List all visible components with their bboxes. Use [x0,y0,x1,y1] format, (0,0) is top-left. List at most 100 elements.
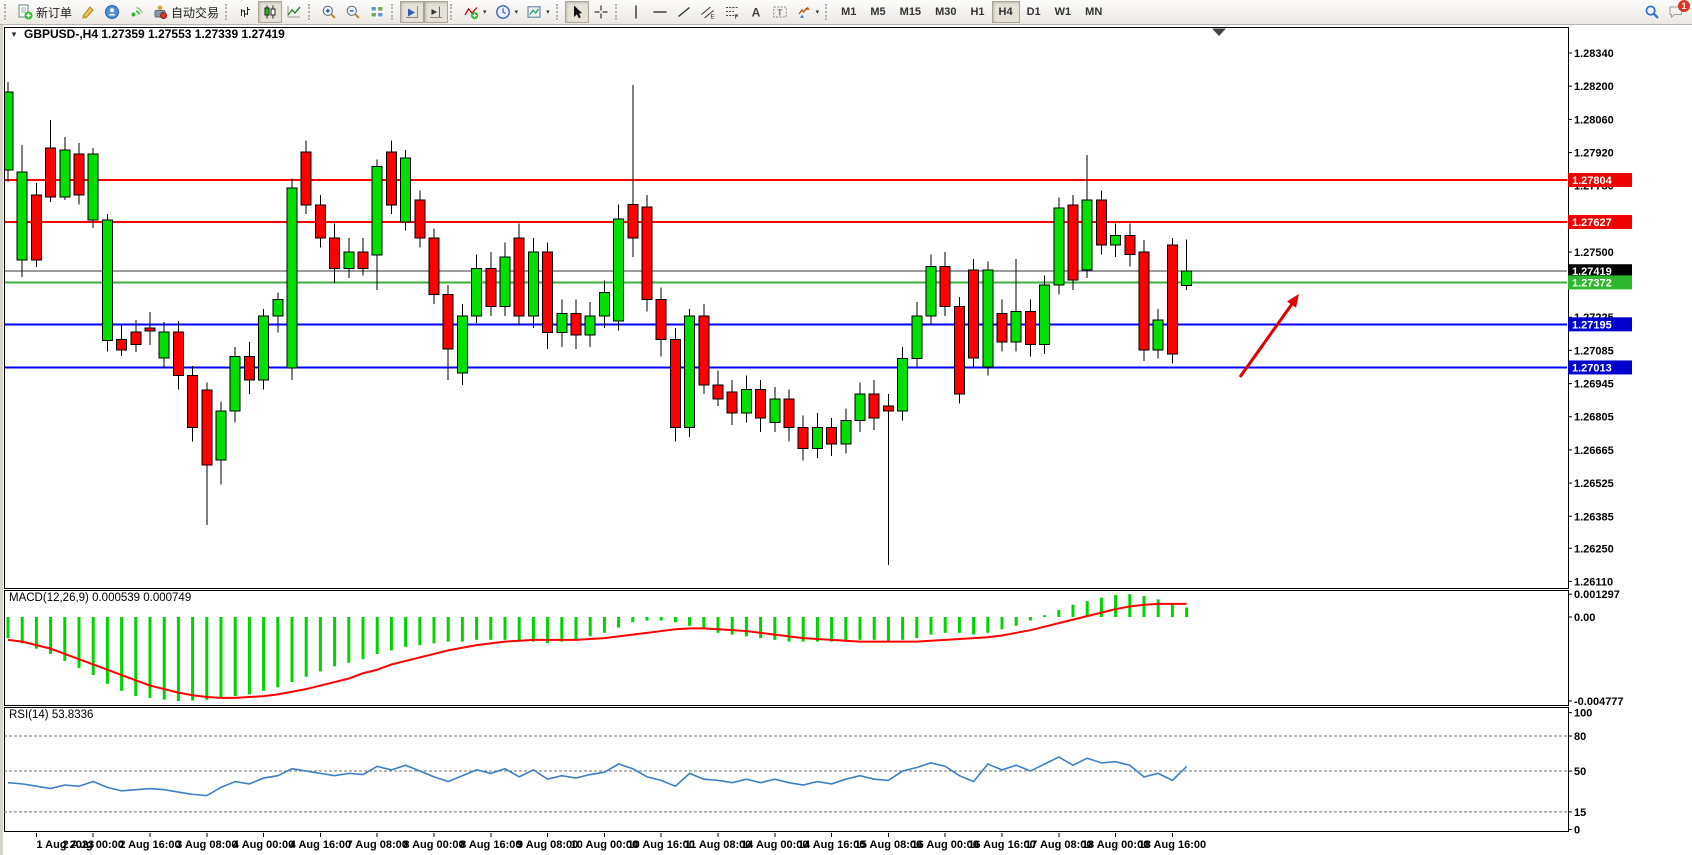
svg-text:1.27195: 1.27195 [1572,319,1612,331]
equidistant-channel-button[interactable]: E [696,1,720,23]
arrows-button[interactable]: ▾ [792,1,824,23]
indicators-button[interactable]: ▾ [459,1,491,23]
bull-candle [1053,207,1065,286]
toolbar-group-handle[interactable] [555,4,562,20]
toolbar-group-handle[interactable] [825,4,831,20]
vline-icon [628,4,644,20]
bull-candle [613,218,625,322]
toolbar-group-handle[interactable] [450,4,456,20]
cursor-icon [569,4,585,20]
time-tick-label: 1 Aug 2023 [36,839,94,851]
bear-candle [144,327,156,332]
chart-shift-button[interactable] [424,1,449,23]
time-tick-label: 11 Aug 08:00 [685,839,752,851]
candle-chart-button[interactable] [258,1,283,23]
bull-candle [527,251,539,317]
toolbar-group-handle[interactable] [391,4,397,20]
price-tick-label: 1.27085 [1574,345,1614,357]
metaeditor-button[interactable] [76,1,100,23]
timeframe-w1-button[interactable]: W1 [1048,1,1079,23]
bear-candle [1166,244,1178,355]
price-axis[interactable]: 1.283401.282001.280601.279201.277801.275… [1568,48,1632,588]
price-line-label: 1.27804 [1568,173,1632,188]
crosshair-button[interactable] [589,1,613,23]
bull-candle [769,398,781,424]
bear-candle [30,194,42,261]
horizontal-line-button[interactable] [648,1,672,23]
zoom-in-button[interactable] [317,1,341,23]
bear-candle [542,251,554,334]
text-label-button[interactable]: T [768,1,792,23]
new-order-label: 新订单 [36,5,73,20]
bear-candle [641,206,653,300]
bear-candle [882,405,894,412]
macd-scale-label: -0.004777 [1574,696,1624,708]
svg-text:1.27013: 1.27013 [1572,362,1612,374]
price-tick-label: 1.26385 [1574,511,1614,523]
zoom-out-button[interactable] [341,1,365,23]
timeframe-h1-button[interactable]: H1 [963,1,991,23]
timeframe-m5-button[interactable]: M5 [863,1,892,23]
timeframe-m30-button[interactable]: M30 [928,1,963,23]
signals-button[interactable] [124,1,148,23]
tiles-icon [369,4,385,20]
toolbar-group-handle[interactable] [225,4,231,20]
toolbar-group-handle[interactable] [308,4,314,20]
community-button[interactable] [100,1,124,23]
time-tick-label: 18 Aug 16:00 [1139,839,1206,851]
periods-button[interactable]: ▾ [491,1,523,23]
hline-icon [652,4,668,20]
bull-candle [925,265,937,317]
auto-scroll-button[interactable] [400,1,425,23]
trend-arrow-annotation[interactable] [1238,294,1299,378]
svg-text:A: A [751,6,760,20]
notification-badge: 1 [1678,0,1690,12]
toolbar-group-handle[interactable] [614,4,621,20]
price-line-label: 1.27419 [1568,264,1632,279]
crosshair-icon [593,4,609,20]
bull-candle [101,219,113,342]
line-chart-button[interactable] [282,1,306,23]
cursor-button[interactable] [564,1,589,23]
bar-chart-button[interactable] [234,1,258,23]
indicators-icon [463,4,479,20]
chart-menu-icon[interactable]: ▼ [10,30,18,39]
new-order-button[interactable]: 新订单 [13,1,76,23]
fibonacci-button[interactable]: F [720,1,744,23]
tile-windows-button[interactable] [365,1,389,23]
chart-shift-marker[interactable] [1212,28,1226,37]
templates-button[interactable]: ▾ [522,1,554,23]
doc-plus-icon [17,4,33,20]
candles-icon [262,4,278,20]
timeframe-h4-button[interactable]: H4 [991,1,1020,23]
timeframe-d1-button[interactable]: D1 [1020,1,1048,23]
price-tick-label: 1.26110 [1574,576,1613,588]
bear-candle [414,199,426,239]
bull-candle [371,166,383,256]
time-tick-label: 2 Aug 00:00 [63,839,124,851]
autotrading-button[interactable]: 自动交易 [148,1,223,23]
timeframe-mn-button[interactable]: MN [1078,1,1109,23]
price-tick-label: 1.26805 [1574,412,1614,424]
bull-candle [1081,199,1093,271]
bear-candle [655,298,667,341]
timeframe-m15-button[interactable]: M15 [893,1,928,23]
bull-candle [740,388,752,414]
vertical-line-button[interactable] [624,1,648,23]
bull-candle [1152,319,1164,351]
svg-text:1.27804: 1.27804 [1572,175,1613,187]
notifications-button[interactable]: 1 [1668,0,1690,20]
bull-candle [215,410,227,461]
toolbar-group-handle[interactable] [4,4,10,20]
bear-candle [116,339,128,351]
bear-candle [1067,204,1079,281]
text-button[interactable]: A [744,1,768,23]
signals-icon [128,4,144,20]
trendline-button[interactable] [672,1,696,23]
bear-candle [712,384,724,400]
search-button[interactable] [1644,4,1662,20]
text-icon: A [748,4,764,20]
timeframe-m1-button[interactable]: M1 [834,1,863,23]
